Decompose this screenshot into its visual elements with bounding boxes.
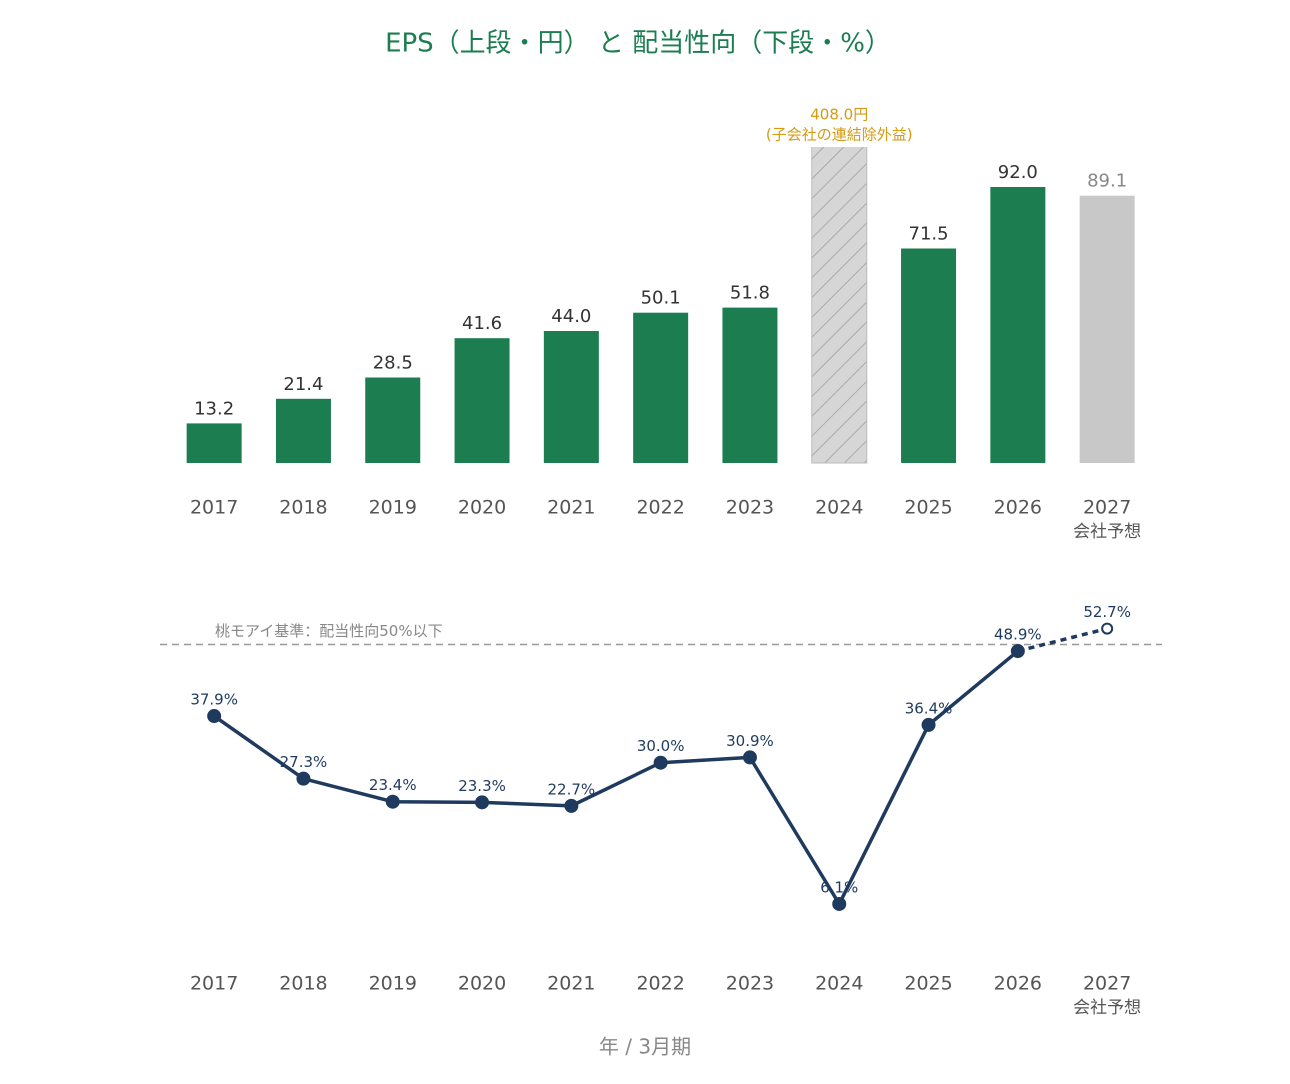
value-label: 44.0	[551, 306, 591, 327]
x-tick-label: 2026	[994, 497, 1042, 519]
bar	[454, 338, 510, 463]
forecast-line	[1017, 626, 1108, 653]
bar	[275, 398, 331, 463]
value-label: 51.8	[730, 283, 770, 304]
chart-title: EPS（上段・円） と 配当性向（下段・%）	[385, 29, 891, 59]
value-label: 22.7%	[548, 780, 596, 798]
marker	[921, 717, 936, 732]
value-label: 71.5	[909, 224, 949, 245]
x-tick-note: 会社予想	[1073, 522, 1141, 542]
x-tick-label: 2020	[458, 497, 506, 519]
value-label: 6.1%	[820, 878, 858, 896]
bar	[811, 147, 868, 464]
value-label: 50.1	[641, 288, 681, 309]
marker	[742, 750, 757, 765]
x-tick-label: 2019	[369, 973, 417, 995]
bars	[186, 147, 1135, 464]
x-tick-label: 2017	[190, 497, 238, 519]
value-label: 28.5	[373, 353, 413, 374]
x-tick-label: 2022	[636, 973, 684, 995]
bar	[901, 248, 957, 463]
bar	[633, 312, 689, 463]
value-label: 23.3%	[458, 777, 506, 795]
x-tick-label: 2027	[1083, 497, 1131, 519]
x-tick-label: 2022	[636, 497, 684, 519]
marker	[1010, 644, 1025, 659]
marker	[1101, 622, 1114, 635]
x-tick-label: 2021	[547, 973, 595, 995]
bar	[722, 307, 778, 463]
marker	[564, 798, 579, 813]
x-tick-label: 2019	[369, 497, 417, 519]
marker	[653, 755, 668, 770]
x-tick-label: 2020	[458, 973, 506, 995]
x-tick-label: 2021	[547, 497, 595, 519]
value-label: 408.0円	[810, 106, 868, 124]
value-label: 23.4%	[369, 776, 417, 794]
x-tick-label: 2026	[994, 973, 1042, 995]
value-label: 21.4	[283, 374, 323, 395]
bar	[186, 423, 242, 463]
x-tick-note: 会社予想	[1073, 998, 1141, 1018]
value-label: 48.9%	[994, 626, 1042, 644]
marker	[207, 709, 222, 724]
value-label: 30.9%	[726, 732, 774, 750]
value-label: 92.0	[998, 162, 1038, 183]
bar	[543, 331, 599, 463]
x-tick-label: 2023	[726, 973, 774, 995]
x-tick-label: 2018	[279, 497, 327, 519]
reference-label: 桃モアイ基準：配当性向50%以下	[215, 622, 443, 640]
annotation: (子会社の連結除外益)	[766, 126, 913, 144]
value-label: 89.1	[1087, 171, 1127, 192]
value-label: 36.4%	[905, 699, 953, 717]
bar	[990, 187, 1046, 463]
x-tick-label: 2023	[726, 497, 774, 519]
marker	[832, 896, 847, 911]
line	[213, 649, 1019, 906]
x-tick-label: 2025	[904, 497, 952, 519]
x-tick-label: 2025	[904, 973, 952, 995]
marker	[385, 794, 400, 809]
x-tick-label: 2024	[815, 497, 863, 519]
value-label: 13.2	[194, 398, 234, 419]
bar	[1079, 195, 1135, 463]
value-label: 52.7%	[1083, 603, 1131, 621]
bar	[365, 377, 421, 463]
value-label: 27.3%	[280, 753, 328, 771]
marker	[475, 795, 490, 810]
value-label: 41.6	[462, 313, 502, 334]
x-tick-label: 2017	[190, 973, 238, 995]
value-label: 30.0%	[637, 737, 685, 755]
marker	[296, 771, 311, 786]
x-axis-label: 年 / 3月期	[599, 1035, 691, 1059]
value-label: 37.9%	[190, 691, 238, 709]
x-tick-label: 2027	[1083, 973, 1131, 995]
x-tick-label: 2024	[815, 973, 863, 995]
x-tick-label: 2018	[279, 973, 327, 995]
